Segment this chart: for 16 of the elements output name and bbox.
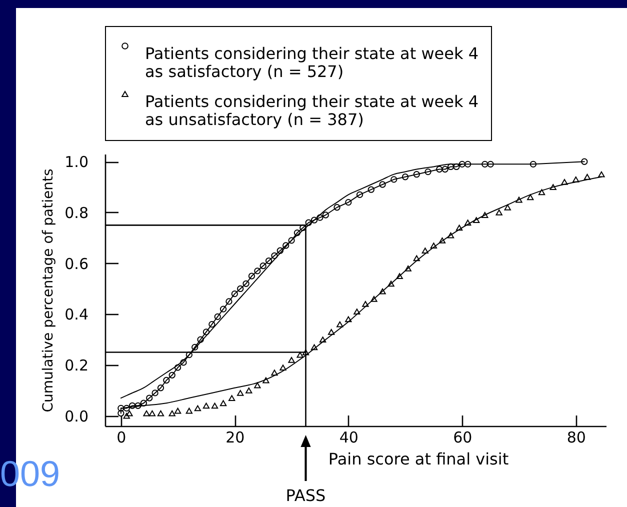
y-tick-label: 1.0 — [64, 153, 88, 172]
x-tick-label: 60 — [453, 428, 472, 446]
x-axis-title: Pain score at final visit — [328, 450, 509, 468]
y-axis-title: Cumulative percentage of patients — [40, 168, 56, 412]
y-tick-label: 0.0 — [64, 407, 88, 426]
y-tick-label: 0.8 — [64, 204, 88, 222]
legend-label: Patients considering their state at week 4 as satisfactory (n = 527) — [145, 44, 478, 81]
y-tick-label: 0.4 — [64, 306, 88, 324]
legend-label: Patients considering their state at week 4 as unsatisfactory (n = 387) — [145, 92, 478, 129]
y-tick-label: 0.6 — [64, 254, 88, 273]
y-tick-label: 0.2 — [64, 356, 88, 374]
x-tick-label: 20 — [226, 428, 245, 446]
x-tick-label: 80 — [566, 428, 586, 446]
text: PASS — [286, 486, 326, 505]
x-tick-label: 40 — [339, 428, 358, 446]
x-tick-label: 0 — [116, 428, 126, 446]
